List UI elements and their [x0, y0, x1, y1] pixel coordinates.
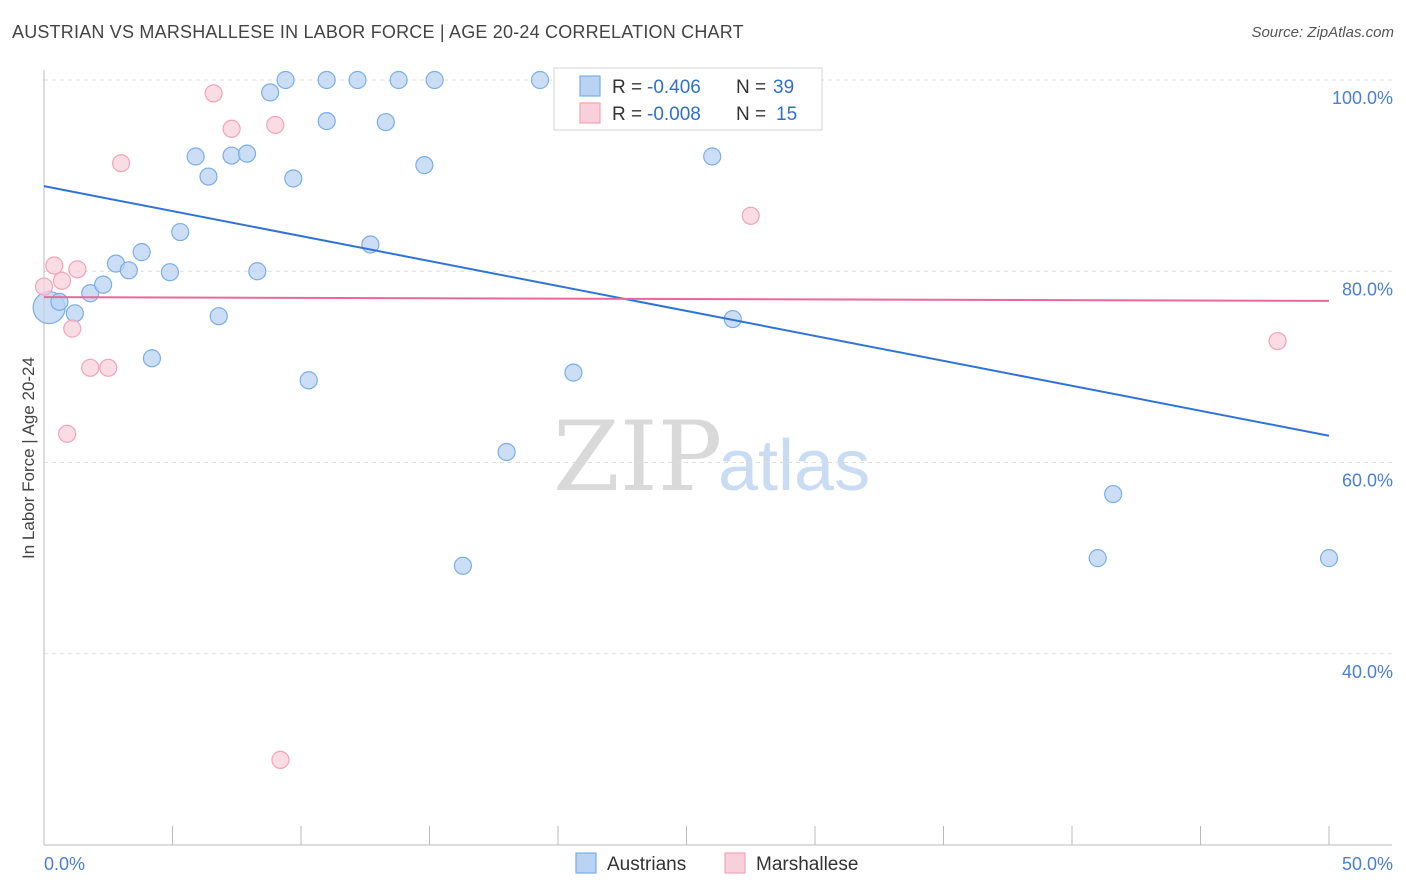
marshallese-point — [271, 750, 290, 769]
stats-n-label: N = — [736, 104, 766, 125]
marshallese-point — [99, 358, 118, 377]
austrians-trend-line — [43, 185, 1330, 437]
legend-swatch-austrians[interactable] — [575, 852, 597, 874]
austrians-point — [299, 371, 318, 390]
austrians-point — [222, 146, 241, 165]
austrians-point — [415, 156, 434, 175]
trend-lines — [43, 185, 1330, 437]
austrians-point — [209, 307, 228, 326]
marshallese-point — [1268, 331, 1287, 351]
austrians-point — [132, 243, 151, 262]
stats-legend: R = -0.406 N = 39 R = -0.008 N = 15 — [553, 67, 823, 131]
marshallese-trend-line — [43, 296, 1330, 302]
series-marshallese-points — [34, 84, 1287, 769]
austrians-point — [1104, 484, 1123, 504]
austrians-point — [248, 262, 267, 281]
x-tick-label-min: 0.0% — [44, 854, 85, 874]
marshallese-point — [45, 256, 64, 275]
austrians-point — [94, 275, 113, 294]
x-ticks — [43, 826, 1330, 845]
austrians-point — [376, 112, 395, 132]
stats-n-marshallese: 15 — [776, 104, 797, 125]
y-tick-label: 80.0% — [1342, 279, 1393, 299]
austrians-point — [1319, 549, 1339, 568]
stats-r-label: R = — [612, 104, 642, 125]
austrians-point — [1088, 549, 1107, 568]
y-tick-label: 60.0% — [1342, 471, 1393, 491]
austrians-point — [497, 442, 516, 462]
marshallese-point — [52, 271, 72, 290]
legend-label-marshallese[interactable]: Marshallese — [756, 854, 858, 875]
marshallese-point — [266, 115, 285, 135]
austrians-point — [284, 169, 303, 188]
marshallese-point — [111, 154, 131, 173]
austrians-point — [348, 70, 367, 90]
x-tick-label-max: 50.0% — [1342, 854, 1393, 874]
watermark-zip: ZIP — [553, 401, 722, 513]
legend-swatch-marshallese[interactable] — [724, 852, 746, 874]
austrians-point — [453, 556, 473, 575]
austrians-point — [564, 363, 583, 382]
y-tick-labels: 40.0% 60.0% 80.0% 100.0% — [1332, 88, 1393, 682]
austrians-point — [186, 147, 205, 166]
gridlines — [44, 79, 1392, 655]
stats-r-label: R = — [612, 77, 642, 98]
chart-title: AUSTRIAN VS MARSHALLESE IN LABOR FORCE |… — [12, 22, 744, 42]
austrians-point — [530, 70, 550, 90]
marshallese-point — [741, 206, 760, 225]
stats-r-austrians: -0.406 — [647, 77, 701, 98]
marshallese-point — [222, 119, 241, 138]
austrians-point — [65, 304, 84, 323]
austrians-point — [171, 222, 190, 242]
source-credit: Source: ZipAtlas.com — [1251, 24, 1394, 41]
y-tick-label: 40.0% — [1342, 662, 1393, 682]
stats-n-label: N = — [736, 77, 766, 98]
austrians-point — [142, 349, 162, 368]
y-tick-label: 100.0% — [1332, 88, 1393, 108]
austrians-point — [119, 261, 138, 280]
marshallese-point — [63, 319, 82, 338]
stats-r-marshallese: -0.008 — [647, 104, 701, 125]
austrians-point — [703, 147, 722, 166]
series-legend: Austrians Marshallese — [575, 852, 858, 875]
stats-swatch-marshallese — [579, 102, 601, 124]
stats-n-austrians: 39 — [773, 77, 794, 98]
y-axis-label: In Labor Force | Age 20-24 — [19, 357, 38, 559]
austrians-point — [389, 70, 408, 90]
austrians-point — [50, 292, 69, 311]
austrians-point — [261, 83, 280, 102]
austrians-point — [199, 167, 218, 186]
watermark-atlas: atlas — [718, 426, 870, 506]
austrians-point — [237, 144, 257, 163]
stats-swatch-austrians — [579, 75, 601, 97]
austrians-point — [276, 70, 295, 90]
axes — [43, 70, 1392, 846]
marshallese-point — [68, 260, 87, 279]
austrians-point — [160, 263, 180, 282]
marshallese-point — [81, 358, 100, 377]
marshallese-point — [204, 84, 223, 103]
marshallese-point — [58, 424, 77, 443]
austrians-point — [317, 112, 336, 131]
austrians-point — [425, 70, 444, 90]
marshallese-point — [34, 277, 54, 296]
austrians-point — [317, 70, 336, 90]
legend-label-austrians[interactable]: Austrians — [607, 854, 686, 875]
